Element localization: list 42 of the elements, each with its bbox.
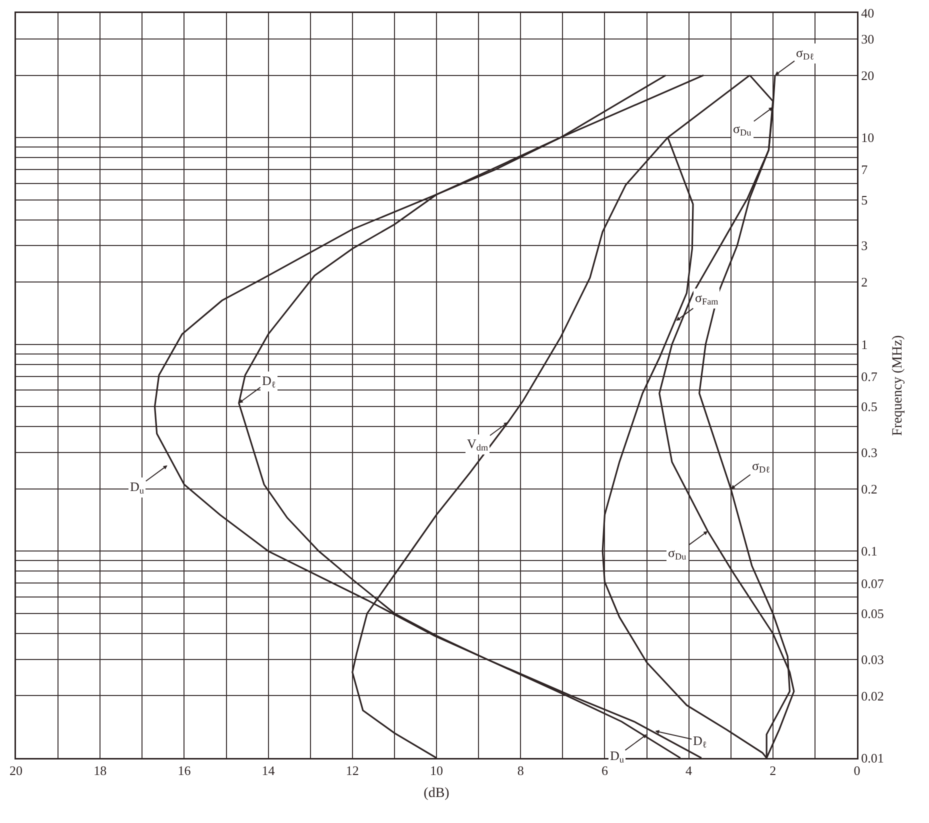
y-tick-label: 0.02	[861, 688, 884, 704]
y-tick-label: 5	[861, 192, 868, 208]
annotation: D$_{u}$	[610, 748, 624, 765]
annotation: D$_{ℓ}$	[693, 733, 707, 750]
y-tick-label: 0.01	[861, 750, 884, 766]
y-tick-label: 0.5	[861, 399, 878, 414]
x-tick-label: 4	[686, 763, 693, 778]
x-tick-label: 16	[178, 763, 192, 778]
annotation: V$_{dm}$	[467, 436, 488, 453]
y-tick-label: 0.07	[861, 576, 884, 591]
x-tick-label: 12	[346, 763, 359, 778]
annotation: σ$_{Fam}$	[695, 290, 718, 307]
y-tick-label: 1	[861, 336, 868, 352]
y-tick-label: 20	[861, 68, 874, 83]
y-tick-label: 10	[861, 130, 874, 146]
y-tick-label: 0.1	[861, 544, 878, 559]
y-tick-label: 0.2	[861, 481, 878, 496]
y-tick-label: 2	[861, 274, 868, 290]
y-tick-label: 7	[861, 162, 868, 178]
y-tick-label: 0.3	[861, 445, 878, 460]
annotation: D$_{ℓ}$	[262, 373, 276, 390]
x-tick-label: 14	[262, 763, 276, 778]
y-tick-label: 3	[861, 238, 868, 254]
y-tick-label: 0.7	[861, 368, 878, 384]
annotation: σ$_{Du}$	[733, 121, 752, 138]
x-tick-label: 18	[94, 763, 107, 778]
y-tick-label: 0.03	[861, 652, 884, 667]
x-tick-label: 10	[430, 763, 443, 778]
x-tick-label: 20	[10, 763, 22, 778]
x-axis-title: (dB)	[424, 786, 450, 802]
y-axis-title: Frequency (MHz)	[890, 334, 906, 436]
x-tick-label: 0	[854, 763, 860, 778]
annotation: σ$_{Dℓ}$	[796, 45, 814, 62]
x-tick-label: 8	[517, 763, 524, 778]
x-tick-label: 6	[601, 763, 608, 778]
x-tick-label: 2	[770, 763, 776, 778]
annotation: D$_{u}$	[130, 479, 144, 496]
y-tick-label: 0.05	[861, 606, 884, 621]
annotation: σ$_{Dℓ}$	[752, 458, 770, 475]
y-tick-label: 40	[861, 6, 874, 21]
y-tick-label: 30	[861, 31, 874, 46]
annotation: σ$_{Du}$	[668, 545, 687, 562]
